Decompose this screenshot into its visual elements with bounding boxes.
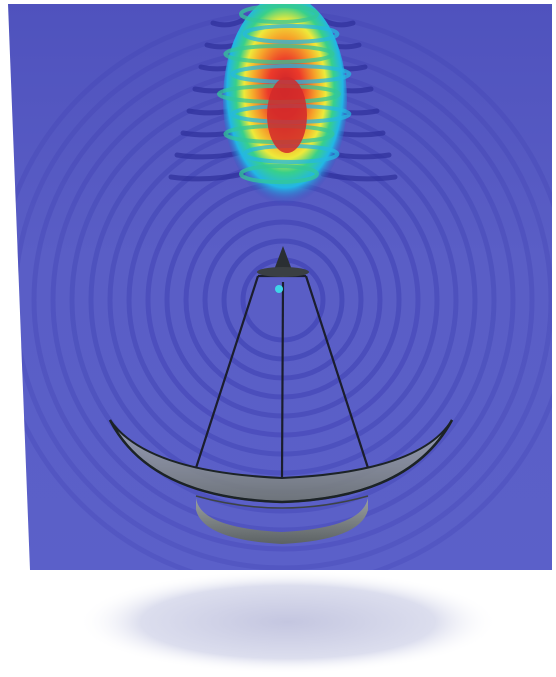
field-panel xyxy=(8,4,552,570)
beam-lobe xyxy=(239,164,319,184)
main-beam xyxy=(217,4,352,205)
side-lobe xyxy=(320,171,398,182)
reflector-dish xyxy=(108,419,454,544)
beam-lobe xyxy=(242,24,340,44)
beam-lobe xyxy=(223,44,335,64)
side-lobe xyxy=(168,171,246,182)
feed-horn xyxy=(257,246,309,293)
floor-shadow xyxy=(78,570,498,674)
beam-lobe xyxy=(239,4,319,24)
side-lobe xyxy=(210,17,246,28)
beam-peak xyxy=(267,77,307,153)
